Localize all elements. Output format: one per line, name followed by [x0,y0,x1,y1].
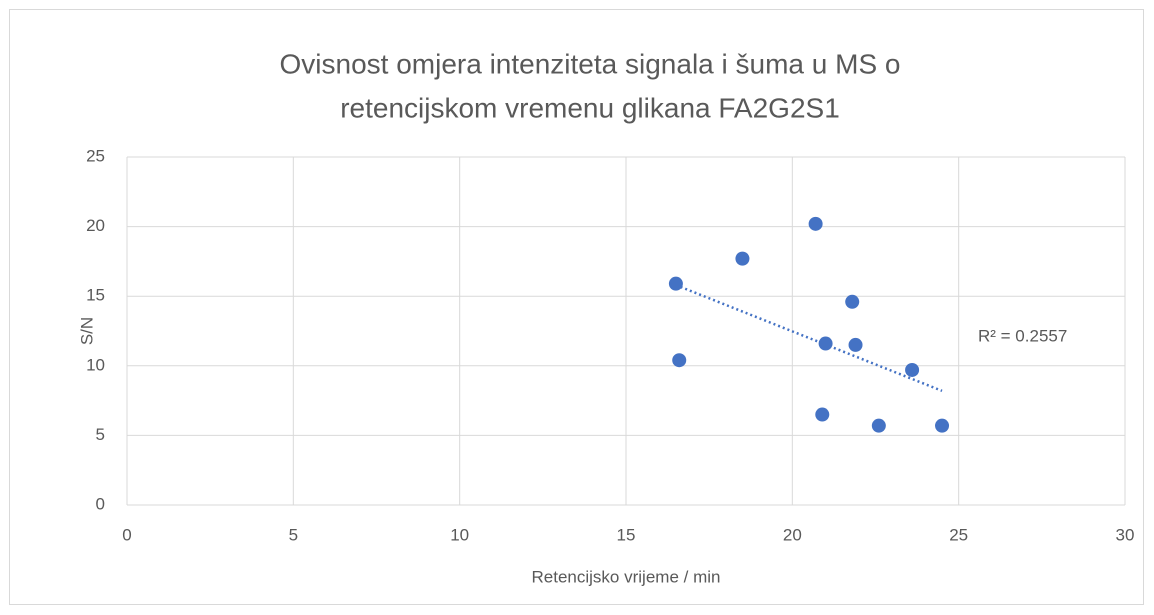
x-tick-label: 25 [949,525,968,544]
y-tick-label: 0 [96,494,105,513]
trendline-label: R² = 0.2557 [978,326,1067,345]
chart-title: retencijskom vremenu glikana FA2G2S1 [340,92,840,123]
point [935,418,950,433]
y-axis-label: S/N [77,317,96,345]
point [818,336,833,351]
point [672,353,687,368]
point [815,407,830,422]
y-tick-label: 20 [86,216,105,235]
y-tick-label: 10 [86,355,105,374]
point [905,362,920,377]
point [668,276,683,291]
x-axis-label: Retencijsko vrijeme / min [532,567,721,586]
y-tick-label: 25 [86,146,105,165]
y-tick-label: 5 [96,425,105,444]
x-tick-label: 0 [122,525,131,544]
x-tick-label: 10 [450,525,469,544]
x-tick-label: 30 [1116,525,1135,544]
point [848,337,863,352]
point [735,251,750,266]
point [871,418,886,433]
point [845,294,860,309]
x-tick-label: 20 [783,525,802,544]
y-tick-label: 15 [86,286,105,305]
x-tick-label: 5 [289,525,298,544]
chart-title: Ovisnost omjera intenziteta signala i šu… [280,48,901,79]
x-tick-label: 15 [617,525,636,544]
point [808,216,823,231]
